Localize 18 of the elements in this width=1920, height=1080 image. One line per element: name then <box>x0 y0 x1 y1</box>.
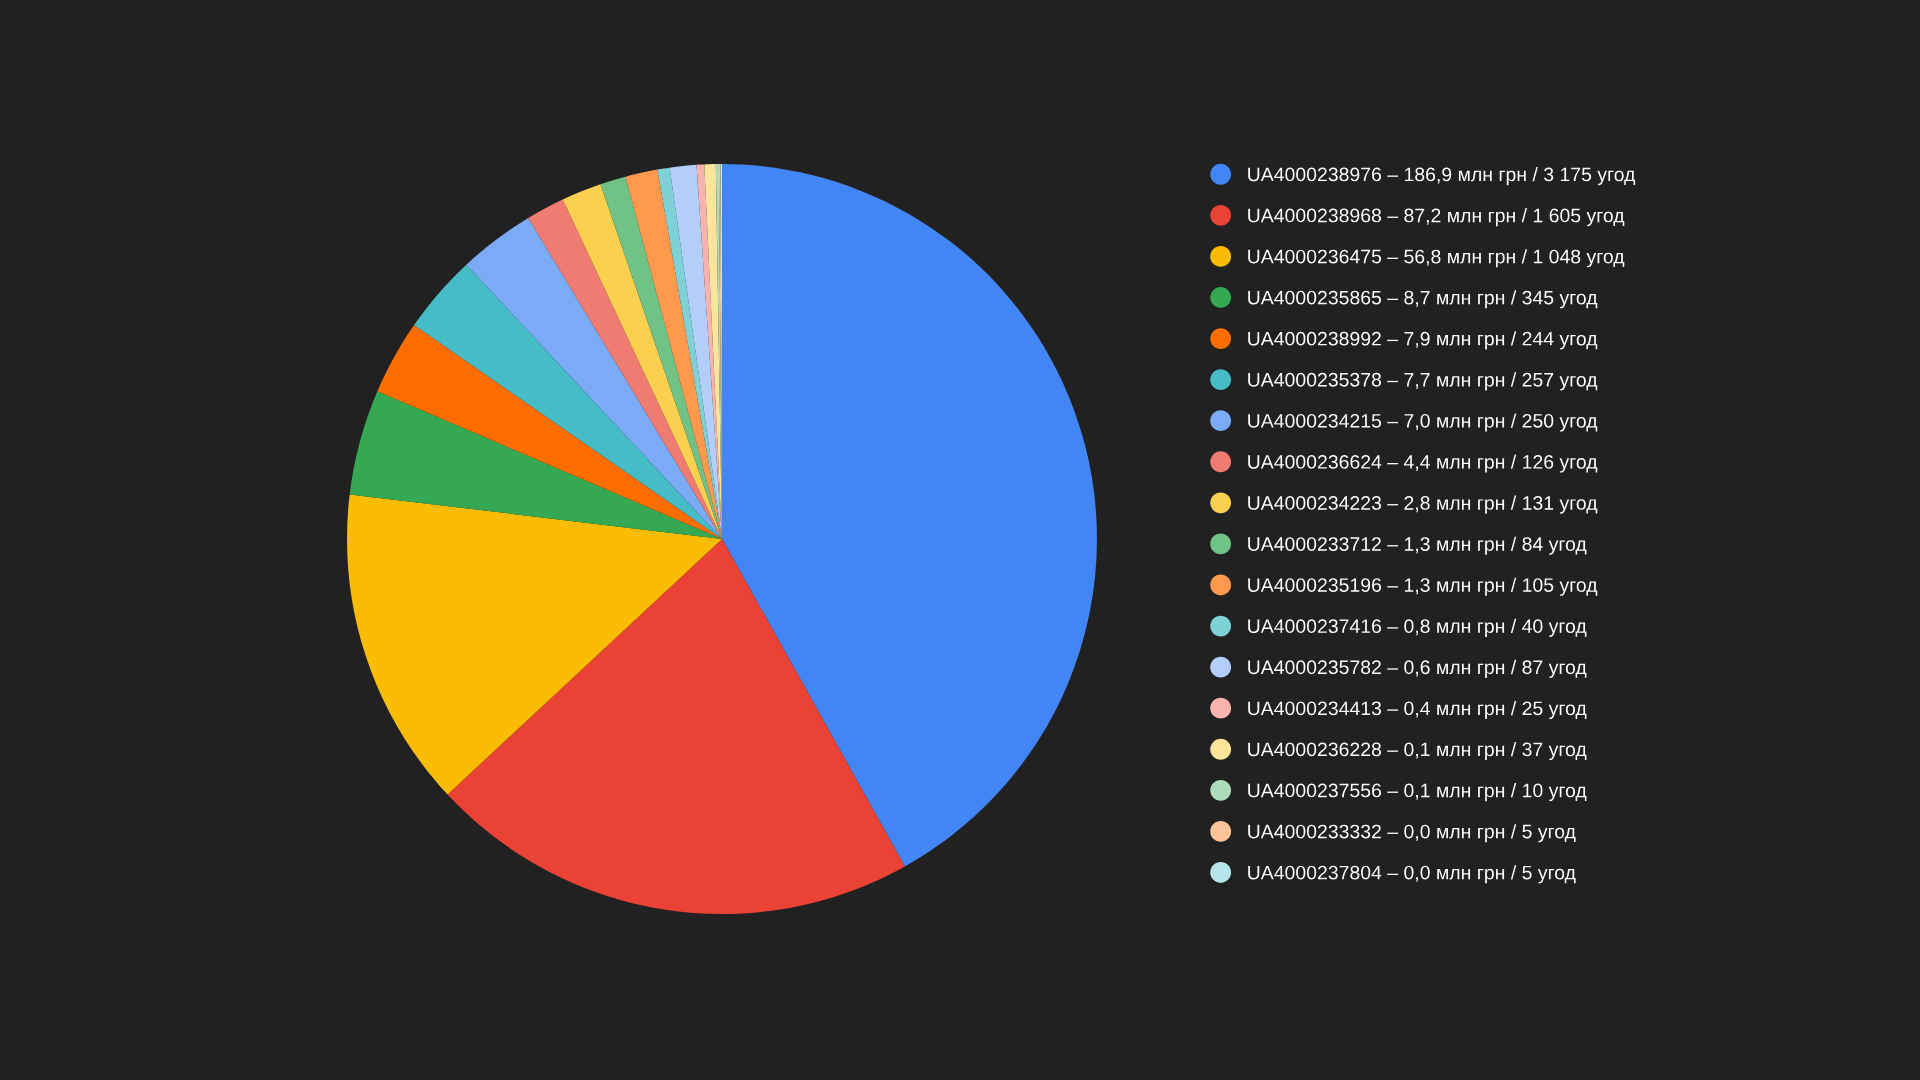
legend-label: UA4000235865 – 8,7 млн грн / 345 угод <box>1248 290 1598 309</box>
legend-label: UA4000234223 – 2,8 млн грн / 131 угод <box>1248 495 1598 514</box>
legend-label: UA4000238976 – 186,9 млн грн / 3 175 угод <box>1248 167 1636 186</box>
legend-label: UA4000237804 – 0,0 млн грн / 5 угод <box>1248 865 1576 884</box>
legend-label: UA4000238992 – 7,9 млн грн / 244 угод <box>1248 331 1598 350</box>
legend-label: UA4000235196 – 1,3 млн грн / 105 угод <box>1248 577 1598 596</box>
legend-label: UA4000235782 – 0,6 млн грн / 87 угод <box>1248 659 1587 678</box>
legend-label: UA4000238968 – 87,2 млн грн / 1 605 угод <box>1248 208 1625 227</box>
legend-label: UA4000237416 – 0,8 млн грн / 40 угод <box>1248 618 1587 637</box>
legend-label: UA4000234413 – 0,4 млн грн / 25 угод <box>1248 700 1587 720</box>
legend-label: UA4000236624 – 4,4 млн грн / 126 угод <box>1248 454 1598 473</box>
legend-label: UA4000237556 – 0,1 млн грн / 10 угод <box>1248 783 1587 802</box>
legend-label: UA4000236228 – 0,1 млн грн / 37 угод <box>1248 741 1587 761</box>
legend-label: UA4000233712 – 1,3 млн грн / 84 угод <box>1248 536 1587 555</box>
legend-label: UA4000234215 – 7,0 млн грн / 250 угод <box>1248 413 1598 432</box>
legend-label: UA4000235378 – 7,7 млн грн / 257 угод <box>1248 372 1598 391</box>
legend-label: UA4000233332 – 0,0 млн грн / 5 угод <box>1248 824 1576 843</box>
legend-label: UA4000236475 – 56,8 млн грн / 1 048 угод <box>1248 249 1625 268</box>
